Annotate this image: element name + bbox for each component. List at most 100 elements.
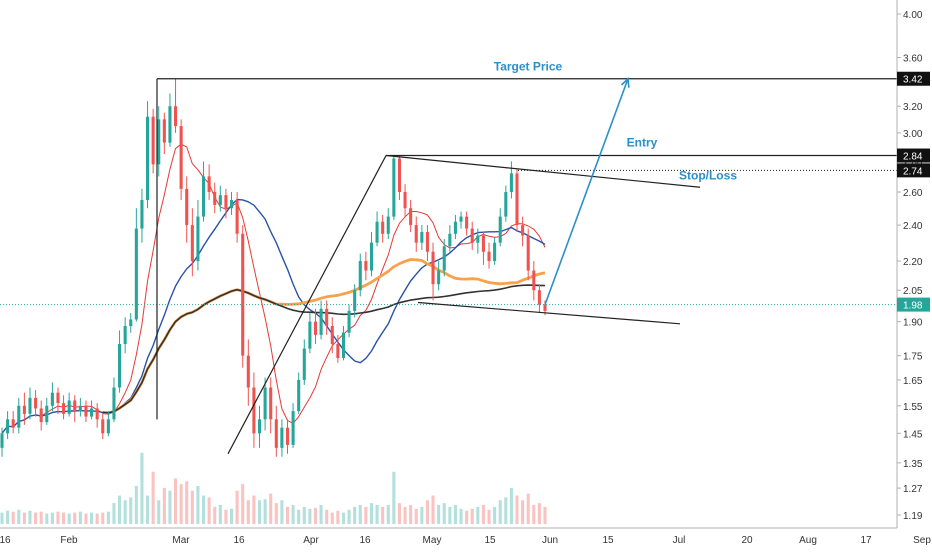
volume-bar	[543, 506, 547, 524]
volume-bar	[73, 512, 77, 524]
price-tick-label: 1.19	[903, 511, 923, 522]
volume-bar	[459, 508, 463, 524]
candle-body	[173, 106, 178, 127]
volume-bar	[224, 509, 228, 524]
volume-bar	[229, 508, 234, 524]
lower-wedge-line	[417, 301, 681, 325]
volume-bar	[190, 490, 194, 524]
volume-bar	[263, 499, 267, 524]
candle-body	[0, 433, 4, 448]
volume-bar	[369, 503, 374, 524]
volume-bar	[487, 509, 491, 524]
candle-body	[151, 116, 155, 165]
candle	[341, 326, 346, 361]
volume-bar	[537, 503, 541, 524]
price-tick-label: 2.05	[903, 286, 923, 297]
volume-bar	[437, 505, 441, 524]
candle	[509, 161, 513, 199]
candle-body	[302, 348, 306, 380]
candle-body	[369, 242, 374, 271]
volume-bar	[39, 511, 43, 524]
candle-body	[190, 225, 194, 262]
candle	[34, 390, 38, 417]
candle-body	[397, 158, 401, 193]
candle	[274, 405, 278, 457]
volume-bar	[45, 513, 49, 524]
volume-bar	[498, 500, 502, 524]
time-tick-label: Jul	[673, 535, 686, 546]
candle	[353, 284, 357, 318]
volume-bar	[448, 506, 452, 524]
volume-bar	[493, 506, 497, 524]
candle-body	[493, 242, 497, 262]
price-tick-label: 1.55	[903, 402, 923, 413]
candle-body	[207, 176, 211, 193]
volume-bar	[504, 497, 508, 524]
candle-body	[498, 216, 502, 243]
candle	[229, 192, 234, 215]
candle-body	[465, 216, 469, 229]
candle	[465, 211, 469, 236]
volume-bar	[151, 471, 155, 524]
volume-bar	[397, 503, 401, 524]
candle-body	[448, 233, 452, 247]
volume-bar	[90, 512, 94, 524]
volume-bar	[67, 513, 71, 524]
volume-bar	[526, 493, 530, 524]
candle-body	[386, 216, 390, 234]
time-tick-label: 20	[741, 535, 753, 546]
candle	[224, 188, 228, 219]
candle-body	[526, 235, 530, 271]
volume-bar	[364, 506, 368, 524]
volume-bar	[302, 506, 306, 524]
candle-body	[50, 392, 54, 406]
drawings	[0, 77, 897, 455]
candle	[297, 372, 301, 414]
volume-bar	[185, 481, 189, 524]
candle-body	[118, 343, 122, 388]
candle	[162, 112, 166, 155]
candle-body	[101, 419, 105, 434]
candle-body	[285, 427, 290, 445]
candle-body	[252, 387, 256, 434]
candle	[45, 397, 49, 425]
candle	[498, 208, 502, 247]
ma-line-fast	[1, 143, 546, 434]
time-tick-label: May	[423, 535, 442, 546]
candle	[67, 392, 71, 417]
candle-body	[442, 246, 446, 271]
candle	[269, 377, 273, 434]
candle-body	[269, 387, 273, 420]
price-level-label: 3.42	[903, 75, 923, 86]
candle-body	[11, 419, 15, 428]
price-tick-label: 1.45	[903, 429, 923, 440]
candle	[241, 225, 245, 368]
price-tick-label: 1.75	[903, 352, 923, 363]
candle	[101, 413, 105, 440]
candle	[168, 93, 172, 147]
candle-body	[543, 304, 547, 311]
candle-body	[196, 216, 200, 262]
time-tick-label: Jun	[542, 535, 558, 546]
volume-bar	[392, 471, 396, 524]
price-level-label: 2.74	[903, 166, 923, 177]
candle-body	[129, 319, 133, 327]
candle-body	[90, 408, 94, 417]
volume-bar	[330, 512, 334, 524]
candle-body	[347, 310, 351, 333]
volume-bar	[34, 512, 38, 524]
candle	[325, 300, 329, 335]
candle	[526, 228, 530, 281]
candle	[280, 419, 284, 457]
volume-bar	[95, 513, 99, 524]
annotations: Target Price Entry Stop/Loss	[494, 60, 738, 183]
candle	[50, 382, 54, 412]
price-tick-label: 2.40	[903, 221, 923, 232]
candle-body	[106, 419, 110, 434]
candle	[129, 313, 133, 333]
candle	[504, 185, 508, 222]
candle	[386, 208, 390, 240]
candle	[146, 101, 150, 209]
candle-body	[213, 192, 217, 205]
